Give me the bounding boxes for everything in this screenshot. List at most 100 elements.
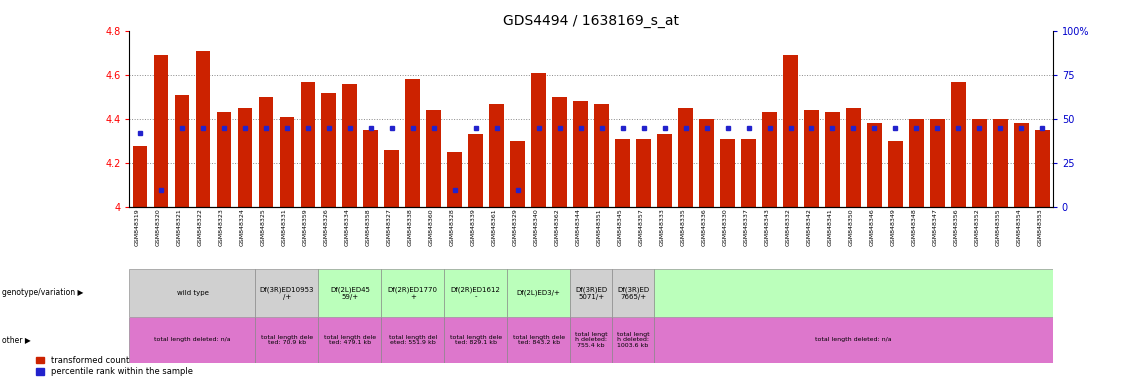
Bar [133,146,148,207]
Text: total length del
eted: 551.9 kb: total length del eted: 551.9 kb [388,334,437,345]
Bar [846,108,860,207]
Text: GSM848342: GSM848342 [806,209,812,247]
Text: GSM848344: GSM848344 [575,209,581,247]
Text: GSM848328: GSM848328 [449,209,455,247]
Bar [595,104,609,207]
Bar [613,269,654,317]
Text: GSM848325: GSM848325 [261,209,266,247]
Bar [636,139,651,207]
Bar [888,141,903,207]
Bar [762,113,777,207]
Bar [129,269,256,317]
Bar [468,134,483,207]
Text: genotype/variation ▶: genotype/variation ▶ [2,288,83,297]
Text: total length deleted: n/a: total length deleted: n/a [154,337,231,343]
Text: GSM848359: GSM848359 [303,209,307,247]
Bar [570,317,613,363]
Bar [259,97,274,207]
Text: Df(2R)ED1770
+: Df(2R)ED1770 + [387,286,438,300]
Text: GSM848339: GSM848339 [471,209,476,247]
Bar [447,152,462,207]
Text: GSM848326: GSM848326 [324,209,329,247]
Bar [322,93,337,207]
Bar [445,317,507,363]
Text: GSM848321: GSM848321 [177,209,182,247]
Text: total length dele
ted: 843.2 kb: total length dele ted: 843.2 kb [512,334,565,345]
Text: GSM848355: GSM848355 [995,209,1000,246]
Bar [216,113,231,207]
Bar [175,95,189,207]
Bar [364,130,378,207]
Bar [490,104,504,207]
Bar [129,317,256,363]
Text: other ▶: other ▶ [2,335,32,344]
Text: GSM848324: GSM848324 [240,209,245,247]
Text: GSM848352: GSM848352 [974,209,980,247]
Bar [238,108,252,207]
Bar [510,141,525,207]
Text: GSM848354: GSM848354 [1017,209,1021,247]
Text: GSM848346: GSM848346 [869,209,875,247]
Text: GSM848319: GSM848319 [135,209,140,247]
Text: GSM848348: GSM848348 [911,209,917,247]
Bar [427,110,441,207]
Bar [573,101,588,207]
Text: GSM848362: GSM848362 [555,209,560,247]
Bar [1035,130,1049,207]
Bar [507,317,570,363]
Bar [531,73,546,207]
Bar [319,317,382,363]
Text: Df(3R)ED
7665/+: Df(3R)ED 7665/+ [617,286,650,300]
Bar [196,51,211,207]
Text: GSM848361: GSM848361 [492,209,497,246]
Bar [784,55,798,207]
Bar [553,97,568,207]
Text: GSM848327: GSM848327 [387,209,392,247]
Text: GSM848353: GSM848353 [1037,209,1043,247]
Text: GSM848343: GSM848343 [765,209,769,247]
Bar [301,81,315,207]
Bar [615,139,629,207]
Text: GSM848358: GSM848358 [366,209,370,246]
Text: GSM848341: GSM848341 [828,209,832,247]
Text: total length dele
ted: 70.9 kb: total length dele ted: 70.9 kb [261,334,313,345]
Text: GSM848349: GSM848349 [891,209,895,247]
Bar [382,269,445,317]
Bar [654,269,1053,317]
Bar [279,117,294,207]
Bar [342,84,357,207]
Bar [256,317,319,363]
Text: total length dele
ted: 829.1 kb: total length dele ted: 829.1 kb [449,334,502,345]
Bar [613,317,654,363]
Bar [930,119,945,207]
Text: wild type: wild type [177,290,208,296]
Text: GSM848322: GSM848322 [198,209,203,247]
Text: GSM848337: GSM848337 [743,209,749,247]
Text: GSM848333: GSM848333 [660,209,664,247]
Bar [405,79,420,207]
Bar [654,317,1053,363]
Title: GDS4494 / 1638169_s_at: GDS4494 / 1638169_s_at [503,14,679,28]
Text: GSM848357: GSM848357 [638,209,644,247]
Bar [153,55,168,207]
Text: GSM848336: GSM848336 [701,209,707,247]
Text: GSM848330: GSM848330 [723,209,727,247]
Text: GSM848335: GSM848335 [680,209,686,247]
Bar [909,119,923,207]
Bar [804,110,819,207]
Bar [507,269,570,317]
Bar [741,139,756,207]
Legend: transformed count, percentile rank within the sample: transformed count, percentile rank withi… [33,353,196,380]
Text: total lengt
h deleted:
755.4 kb: total lengt h deleted: 755.4 kb [575,332,607,348]
Bar [570,269,613,317]
Bar [382,317,445,363]
Text: GSM848356: GSM848356 [954,209,958,246]
Bar [825,113,840,207]
Bar [658,134,672,207]
Text: Df(3R)ED10953
/+: Df(3R)ED10953 /+ [260,286,314,300]
Text: GSM848360: GSM848360 [429,209,434,246]
Bar [319,269,382,317]
Text: total lengt
h deleted:
1003.6 kb: total lengt h deleted: 1003.6 kb [617,332,650,348]
Text: Df(2L)ED45
59/+: Df(2L)ED45 59/+ [330,286,369,300]
Text: GSM848340: GSM848340 [534,209,538,247]
